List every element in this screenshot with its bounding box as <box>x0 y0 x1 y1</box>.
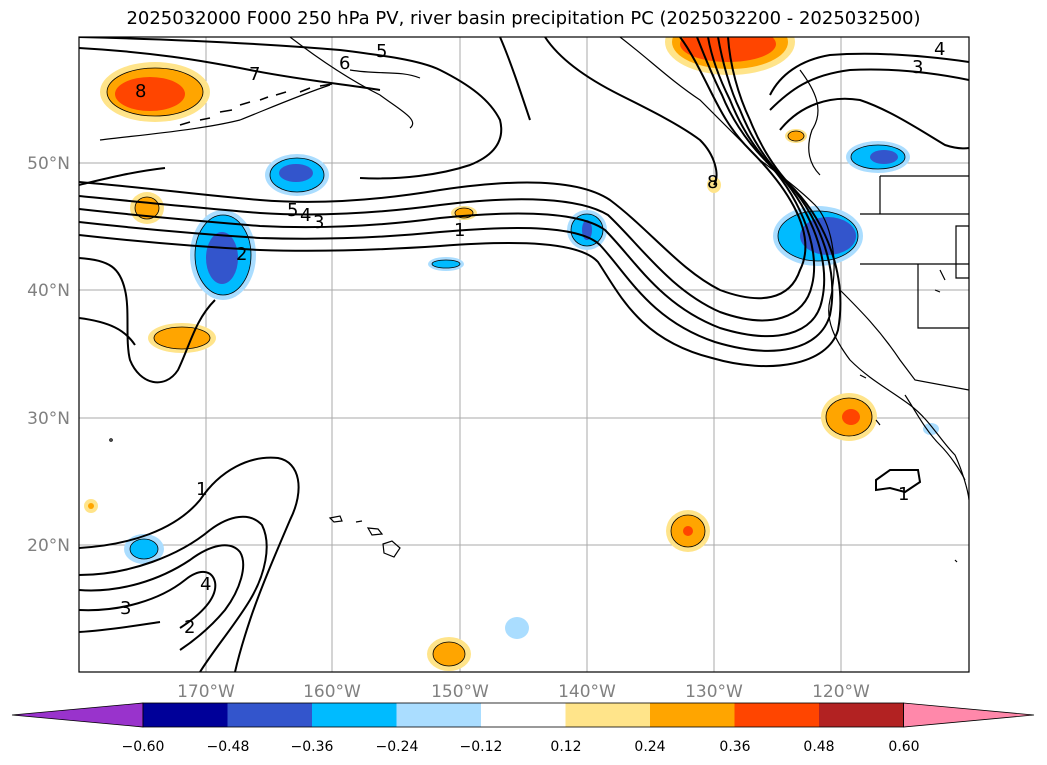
colorbar-extend-low <box>11 702 144 728</box>
colorbar-swatch <box>396 703 482 727</box>
negative-anomaly-south <box>505 617 529 639</box>
lat-label: 30°N <box>27 409 70 429</box>
negative-anomaly-baja <box>923 423 939 435</box>
negative-anomaly-midpacific-north <box>265 154 329 196</box>
hawaii-islands <box>109 438 958 563</box>
positive-anomaly-20n-130w <box>666 510 710 552</box>
pv-label: 4 <box>300 205 311 226</box>
lon-label: 150°W <box>431 682 489 702</box>
colorbar-tick: −0.60 <box>122 739 165 755</box>
lon-label: 170°W <box>177 682 235 702</box>
colorbar <box>11 702 1035 728</box>
colorbar-tick-labels: −0.60 −0.48 −0.36 −0.24 −0.12 0.12 0.24 … <box>122 739 920 755</box>
pv-label: 4 <box>200 574 211 595</box>
gridlines <box>79 37 969 672</box>
positive-anomaly-west-small <box>130 192 164 224</box>
pv-label: 5 <box>376 41 387 62</box>
lon-label: 160°W <box>303 682 361 702</box>
positive-anomaly-south-150w <box>427 637 471 671</box>
positive-anomaly-tiny-west <box>84 499 98 513</box>
pv-label: 2 <box>184 617 195 638</box>
pv-label: 2 <box>236 244 247 265</box>
negative-anomaly-150w <box>428 257 464 271</box>
lon-label: 140°W <box>558 682 616 702</box>
pv-label: 7 <box>249 64 260 85</box>
negative-anomaly-california <box>773 206 863 266</box>
pv-label: 1 <box>454 220 465 241</box>
colorbar-swatch <box>819 703 904 727</box>
lat-labels: 50°N 40°N 30°N 20°N <box>27 154 70 556</box>
pv-contours <box>79 37 969 672</box>
negative-anomaly-140w <box>567 210 607 250</box>
colorbar-swatch <box>227 703 313 727</box>
pv-label: 4 <box>934 39 945 60</box>
colorbar-swatch <box>481 703 566 727</box>
positive-anomaly-37n <box>148 323 216 353</box>
pv-label: 5 <box>287 200 298 221</box>
pv-label: 6 <box>339 53 350 74</box>
pv-label: 3 <box>313 212 324 233</box>
pv-label: 1 <box>898 484 909 505</box>
positive-anomaly-baja-offshore <box>821 393 877 441</box>
colorbar-tick: −0.36 <box>291 739 334 755</box>
pv-label: 3 <box>120 598 131 619</box>
colorbar-swatch <box>565 703 651 727</box>
pv-label: 3 <box>912 57 923 78</box>
positive-anomaly-alaska-gulf <box>100 62 210 122</box>
colorbar-tick: 0.48 <box>803 739 834 755</box>
colorbar-tick: 0.12 <box>550 739 581 755</box>
colorbar-swatch <box>734 703 820 727</box>
aleutian-islands <box>179 83 333 126</box>
pv-label: 1 <box>196 479 207 500</box>
colorbar-extend-high <box>903 702 1035 728</box>
colorbar-swatch <box>143 703 228 727</box>
negative-anomaly-hawaii-left <box>124 534 164 564</box>
colorbar-frame <box>142 702 904 728</box>
lat-label: 50°N <box>27 154 70 174</box>
colorbar-tick: 0.24 <box>634 739 665 755</box>
colorbar-tick: −0.12 <box>460 739 503 755</box>
precip-pc-fills <box>84 37 939 671</box>
negative-anomaly-pnw-inland <box>846 141 910 173</box>
colorbar-swatch <box>650 703 735 727</box>
colorbar-swatch <box>312 703 397 727</box>
plot-frame <box>78 36 970 673</box>
colorbar-tick: −0.48 <box>207 739 250 755</box>
lat-label: 20°N <box>27 536 70 556</box>
pv-contour-labels: 8 7 6 5 5 4 3 2 1 8 3 4 1 1 4 3 2 <box>120 39 945 638</box>
lat-label: 40°N <box>27 281 70 301</box>
pv-label: 8 <box>135 81 146 102</box>
lon-label: 120°W <box>812 682 870 702</box>
positive-anomaly-150w-small <box>451 206 477 220</box>
coastlines <box>99 37 969 501</box>
lon-label: 130°W <box>685 682 743 702</box>
colorbar-tick: 0.60 <box>888 739 919 755</box>
pv-label: 8 <box>707 172 718 193</box>
colorbar-tick: −0.24 <box>376 739 419 755</box>
lon-labels: 170°W 160°W 150°W 140°W 130°W 120°W <box>177 682 870 702</box>
map-title: 2025032000 F000 250 hPa PV, river basin … <box>126 8 921 29</box>
colorbar-tick: 0.36 <box>719 739 750 755</box>
positive-anomaly-tiny-north <box>707 129 807 193</box>
map-plot-area: 8 7 6 5 5 4 3 2 1 8 3 4 1 1 4 3 2 <box>79 37 969 672</box>
